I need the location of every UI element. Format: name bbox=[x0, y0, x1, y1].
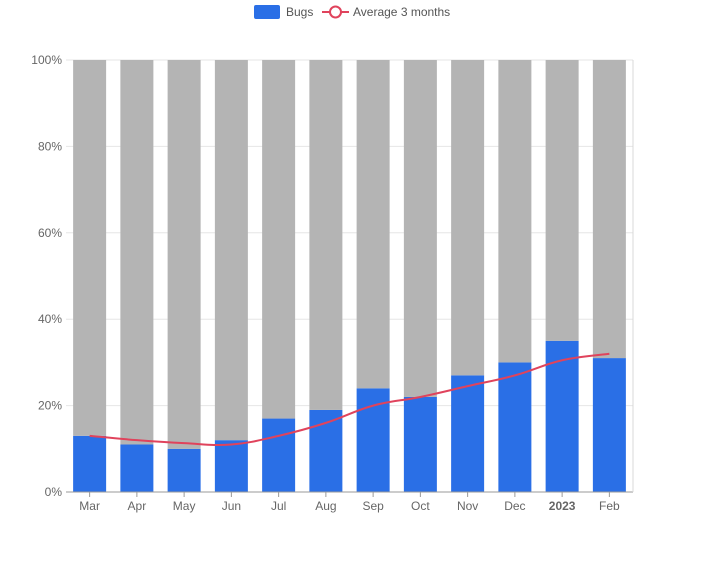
bar-bugs[interactable] bbox=[451, 375, 485, 492]
y-tick-label: 40% bbox=[38, 312, 62, 326]
y-tick-label: 0% bbox=[45, 485, 63, 499]
bar-bugs[interactable] bbox=[214, 440, 248, 492]
bar-bugs[interactable] bbox=[73, 435, 107, 492]
bars bbox=[73, 60, 626, 492]
bar-bugs[interactable] bbox=[167, 448, 201, 492]
x-tick-label: Mar bbox=[79, 499, 100, 513]
x-axis-tick-labels: Mar Apr May Jun Jul Aug Sep Oct Nov Dec 2023 Feb bbox=[79, 499, 620, 513]
legend-swatch-bugs bbox=[254, 5, 280, 19]
x-tick-label: Apr bbox=[128, 499, 147, 513]
x-tick-label: Aug bbox=[315, 499, 336, 513]
bar-remainder[interactable] bbox=[403, 60, 437, 397]
bar-remainder[interactable] bbox=[309, 60, 343, 410]
x-tick-label: Dec bbox=[504, 499, 525, 513]
bar-remainder[interactable] bbox=[167, 60, 201, 449]
bar-remainder[interactable] bbox=[73, 60, 107, 436]
y-axis-tick-labels: 0% 20% 40% 60% 80% 100% bbox=[31, 53, 62, 499]
x-tick-label: Oct bbox=[411, 499, 430, 513]
legend[interactable]: Bugs Average 3 months bbox=[254, 5, 450, 19]
x-tick-label: 2023 bbox=[549, 499, 576, 513]
bar-remainder[interactable] bbox=[498, 60, 532, 363]
x-tick-label: Sep bbox=[362, 499, 384, 513]
bar-remainder[interactable] bbox=[545, 60, 579, 341]
y-tick-label: 60% bbox=[38, 226, 62, 240]
bar-remainder[interactable] bbox=[592, 60, 626, 359]
bar-bugs[interactable] bbox=[592, 358, 626, 492]
y-tick-label: 20% bbox=[38, 399, 62, 413]
x-tick-label: Nov bbox=[457, 499, 478, 513]
x-tick-label: Jun bbox=[222, 499, 241, 513]
bar-remainder[interactable] bbox=[262, 60, 296, 419]
y-tick-label: 100% bbox=[31, 53, 62, 67]
x-tick-label: Feb bbox=[599, 499, 620, 513]
bar-bugs[interactable] bbox=[262, 418, 296, 492]
bar-bugs[interactable] bbox=[545, 340, 579, 492]
x-tick-label: May bbox=[173, 499, 196, 513]
average-line-group bbox=[89, 352, 610, 447]
bar-bugs[interactable] bbox=[498, 362, 532, 492]
bar-bugs[interactable] bbox=[403, 396, 437, 492]
legend-item-bugs[interactable]: Bugs bbox=[254, 5, 313, 19]
bar-remainder[interactable] bbox=[451, 60, 485, 376]
legend-label-average: Average 3 months bbox=[353, 5, 450, 19]
axes bbox=[66, 60, 634, 497]
legend-item-average[interactable]: Average 3 months bbox=[322, 5, 450, 19]
x-tick-label: Jul bbox=[271, 499, 286, 513]
legend-label-bugs: Bugs bbox=[286, 5, 313, 19]
y-tick-label: 80% bbox=[38, 139, 62, 153]
bar-remainder[interactable] bbox=[120, 60, 154, 445]
average-3-months-line[interactable] bbox=[89, 352, 610, 447]
bar-bugs[interactable] bbox=[120, 444, 154, 492]
legend-marker-average bbox=[329, 5, 342, 19]
bar-remainder[interactable] bbox=[356, 60, 390, 389]
bar-remainder[interactable] bbox=[214, 60, 248, 441]
